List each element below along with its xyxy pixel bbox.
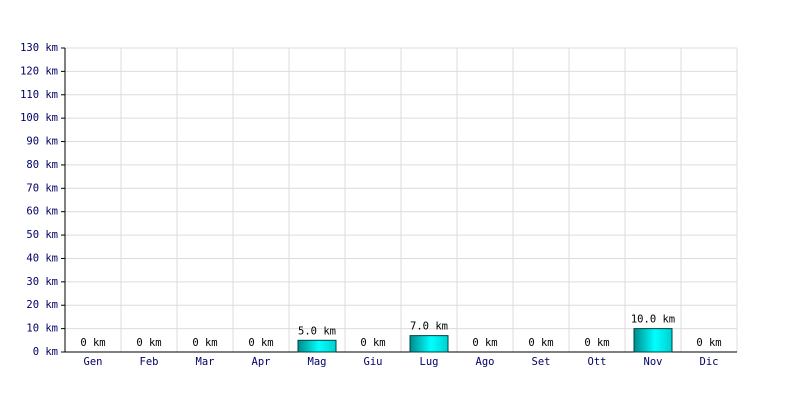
y-tick-label: 30 km [26,276,58,288]
value-label: 0 km [472,337,497,349]
x-tick-label: Feb [140,356,159,368]
value-label: 0 km [80,337,105,349]
x-tick-label: Mar [196,356,215,368]
value-label: 0 km [584,337,609,349]
y-tick-label: 50 km [26,229,58,241]
x-tick-label: Nov [644,356,663,368]
y-tick-label: 40 km [26,252,58,264]
y-tick-label: 20 km [26,299,58,311]
value-label: 0 km [192,337,217,349]
bar [633,328,673,353]
value-label: 0 km [696,337,721,349]
value-label: 0 km [360,337,385,349]
y-tick-label: 70 km [26,182,58,194]
value-label: 5.0 km [298,325,336,337]
x-tick-label: Mag [308,356,327,368]
y-tick-label: 10 km [26,323,58,335]
value-label: 0 km [136,337,161,349]
y-tick-label: 90 km [26,136,58,148]
x-tick-label: Gen [84,356,103,368]
y-tick-label: 100 km [20,112,58,124]
bar [409,335,449,353]
x-tick-label: Ago [476,356,495,368]
x-tick-label: Apr [252,356,271,368]
y-tick-label: 80 km [26,159,58,171]
y-tick-label: 120 km [20,65,58,77]
y-tick-label: 60 km [26,206,58,218]
bar [297,339,337,353]
value-label: 0 km [528,337,553,349]
value-label: 7.0 km [410,321,448,333]
y-tick-label: 0 km [33,346,58,358]
x-tick-label: Giu [364,356,383,368]
x-tick-label: Dic [700,356,719,368]
value-label: 10.0 km [631,314,675,326]
x-tick-label: Set [532,356,551,368]
x-tick-label: Ott [588,356,607,368]
y-tick-label: 130 km [20,42,58,54]
x-tick-label: Lug [420,356,439,368]
value-label: 0 km [248,337,273,349]
y-tick-label: 110 km [20,89,58,101]
